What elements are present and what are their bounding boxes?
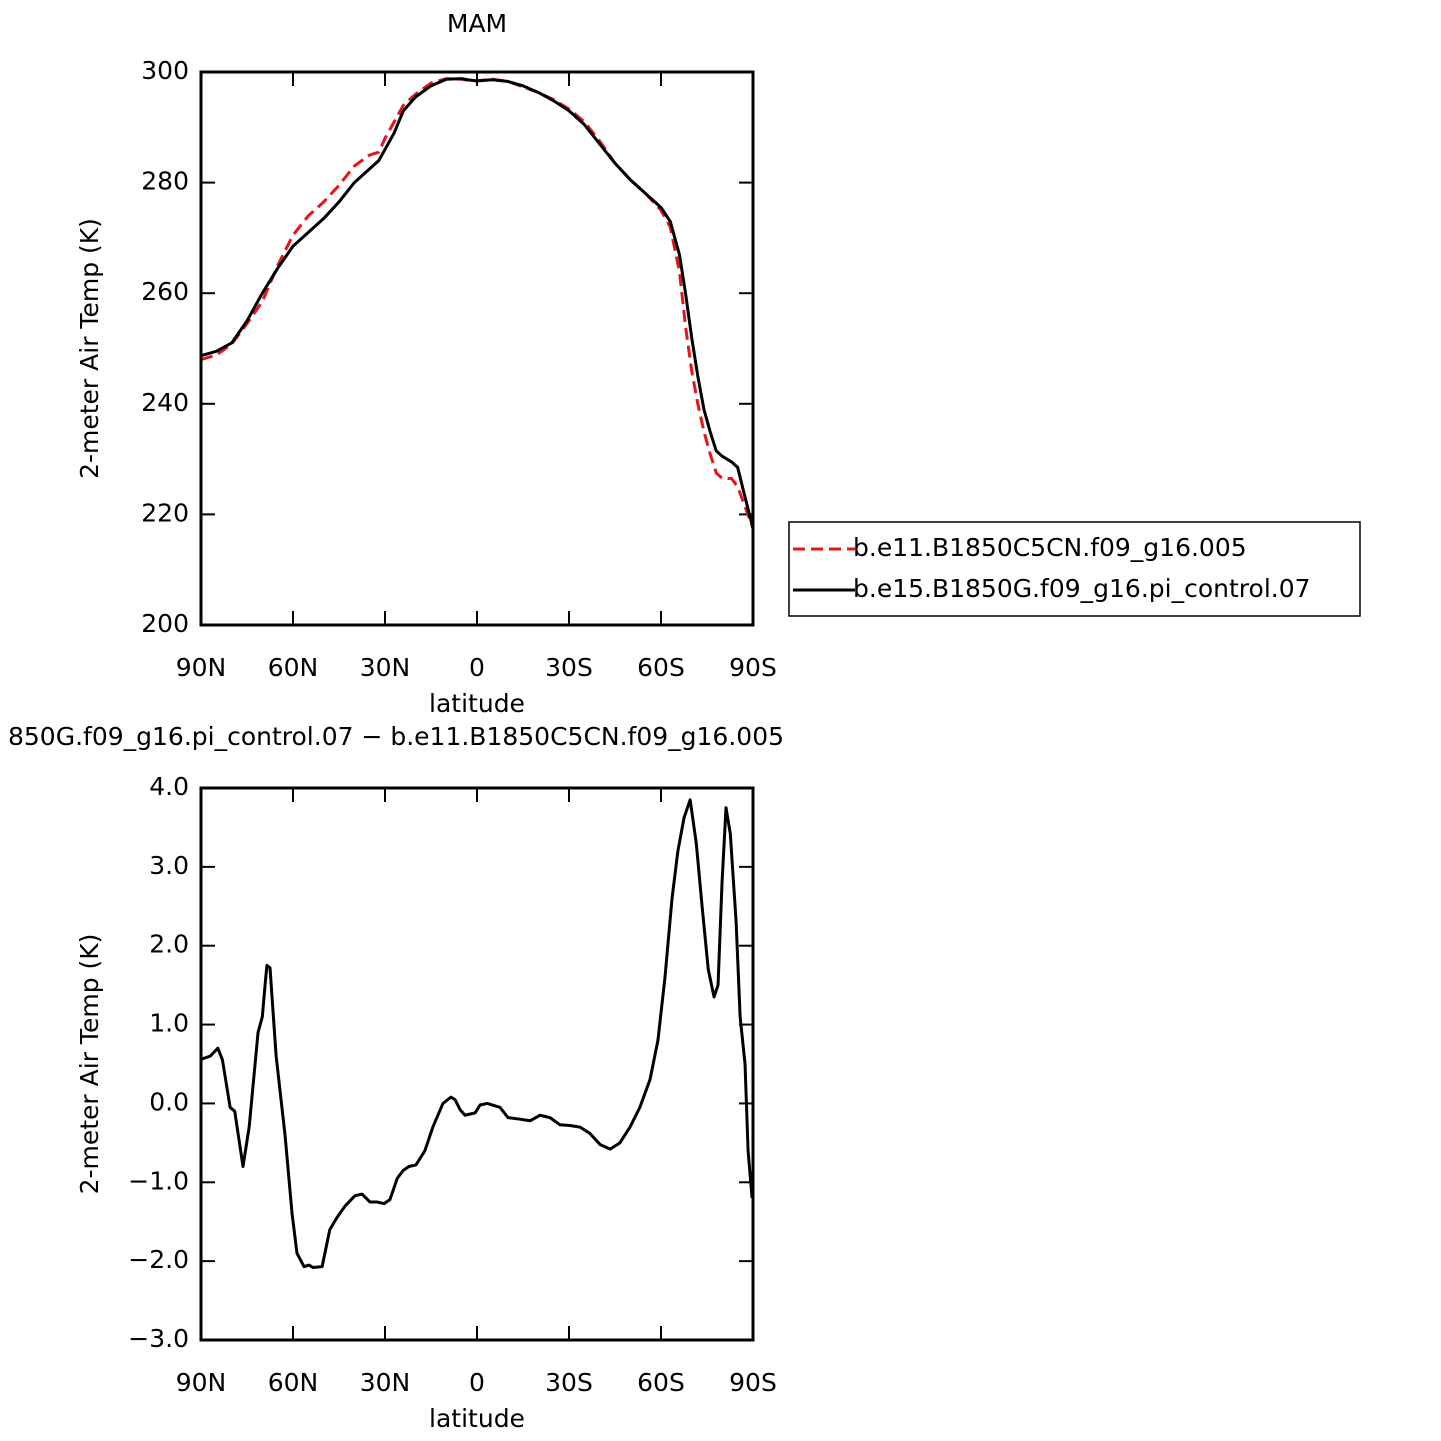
x-tick-label: 60S <box>637 653 685 682</box>
data-line <box>200 798 754 1269</box>
y-tick-label: 3.0 <box>149 851 189 880</box>
y-tick-label: 260 <box>141 277 189 306</box>
y-axis-label: 2-meter Air Temp (K) <box>75 218 104 479</box>
plot: MAM 200 220 240 260 280 300 90N 60N 30N 0 30S 60S 90S… <box>75 9 1361 718</box>
x-tick-label: 60S <box>637 1368 685 1397</box>
x-tick-label: 90S <box>729 1368 777 1397</box>
x-tick-label: 90N <box>176 653 227 682</box>
x-axis-label: latitude <box>429 1404 525 1433</box>
x-tick-label: 90N <box>176 1368 227 1397</box>
y-tick-label: 2.0 <box>149 930 189 959</box>
chart-title: 850G.f09_g16.pi_control.07 − b.e11.B1850… <box>8 722 784 751</box>
y-tick-label: 0.0 <box>149 1087 189 1116</box>
x-tick-label: 60N <box>268 653 319 682</box>
y-axis-label: 2-meter Air Temp (K) <box>75 934 104 1195</box>
data-line <box>200 77 755 529</box>
y-tick-label: 4.0 <box>149 772 189 801</box>
x-tick-label: 30N <box>360 1368 411 1397</box>
y-tick-label: −1.0 <box>128 1166 189 1195</box>
legend-box <box>788 521 1361 617</box>
plot: 850G.f09_g16.pi_control.07 − b.e11.B1850… <box>8 722 784 1433</box>
y-tick-label: 240 <box>141 388 189 417</box>
x-tick-label: 30N <box>360 653 411 682</box>
x-tick-label: 60N <box>268 1368 319 1397</box>
y-tick-label: 300 <box>141 56 189 85</box>
x-tick-label: 30S <box>545 1368 593 1397</box>
plot-frame <box>199 786 755 1342</box>
plot-frame <box>199 70 755 627</box>
y-tick-label: 280 <box>141 167 189 196</box>
y-tick-label: 200 <box>141 609 189 638</box>
y-tick-label: 220 <box>141 498 189 527</box>
y-tick-label: −2.0 <box>128 1245 189 1274</box>
y-tick-label: −3.0 <box>128 1324 189 1353</box>
data-line <box>200 77 755 529</box>
legend-label: b.e11.B1850C5CN.f09_g16.005 <box>853 533 1247 562</box>
y-tick-label: 1.0 <box>149 1009 189 1038</box>
x-tick-label: 0 <box>469 1368 485 1397</box>
x-tick-label: 30S <box>545 653 593 682</box>
x-tick-label: 0 <box>469 653 485 682</box>
chart-title: MAM <box>447 9 507 38</box>
x-axis-label: latitude <box>429 689 525 718</box>
legend-label: b.e15.B1850G.f09_g16.pi_control.07 <box>853 574 1311 603</box>
x-tick-label: 90S <box>729 653 777 682</box>
